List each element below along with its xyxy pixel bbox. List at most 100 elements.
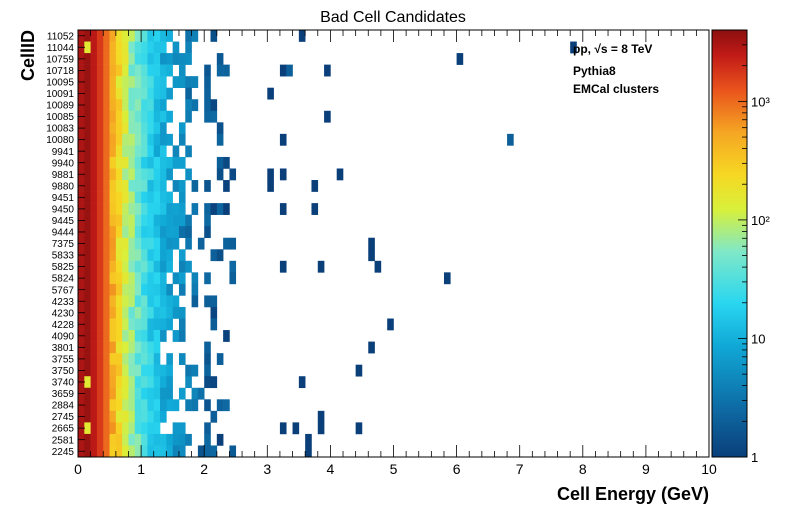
x-tick-label: 4	[327, 461, 335, 477]
heatmap-cell	[204, 87, 211, 100]
heatmap-cell	[153, 203, 161, 215]
heatmap-outlier-cell	[368, 237, 375, 250]
heatmap-cell	[122, 226, 129, 239]
heatmap-cell	[160, 180, 167, 192]
heatmap-cell	[122, 306, 129, 319]
heatmap-cell	[84, 353, 91, 365]
heatmap-cell	[185, 260, 192, 273]
heatmap-cell	[153, 110, 161, 123]
heatmap-cell	[90, 30, 98, 42]
heatmap-cell	[185, 364, 192, 377]
heatmap-cell	[172, 180, 180, 192]
heatmap-cell	[141, 387, 148, 400]
heatmap-cell	[153, 318, 161, 331]
heatmap-cell	[178, 353, 186, 365]
heatmap-cell	[160, 445, 167, 458]
heatmap-cell	[103, 376, 110, 389]
heatmap-cell	[178, 330, 186, 342]
chart-title: Bad Cell Candidates	[320, 9, 466, 26]
heatmap-cell	[109, 145, 117, 158]
y-tick-label: 2245	[52, 447, 75, 458]
heatmap-cell	[178, 64, 186, 77]
x-tick-label: 5	[390, 461, 398, 477]
y-axis-title: CellID	[18, 30, 38, 81]
y-tick-label: 5824	[52, 274, 75, 285]
heatmap-cell	[216, 399, 224, 412]
heatmap-cell	[115, 272, 123, 285]
heatmap-outlier-cell	[456, 53, 464, 65]
y-tick-label: 3750	[52, 366, 75, 377]
heatmap-cell	[204, 433, 211, 446]
heatmap-cell	[178, 226, 186, 239]
heatmap-cell	[96, 306, 104, 319]
heatmap-cell	[103, 260, 110, 273]
heatmap-cell	[160, 145, 167, 158]
heatmap-cell	[160, 53, 167, 65]
heatmap-cell	[84, 53, 91, 65]
heatmap-cell	[122, 99, 129, 112]
heatmap-cell	[128, 99, 136, 112]
heatmap-cell	[160, 295, 167, 308]
heatmap-cell	[166, 203, 173, 215]
heatmap-cell	[141, 318, 148, 331]
heatmap-cell	[84, 445, 91, 458]
heatmap-cell	[103, 422, 110, 435]
heatmap-cell	[84, 387, 91, 400]
heatmap-cell	[160, 237, 167, 250]
heatmap-outlier-cell	[311, 203, 319, 215]
heatmap-cell	[153, 445, 161, 458]
heatmap-cell	[185, 99, 192, 112]
heatmap-cell	[141, 214, 148, 227]
heatmap-cell	[134, 433, 142, 446]
heatmap-cell	[216, 353, 224, 365]
heatmap-cell	[134, 364, 142, 377]
heatmap-cell	[109, 237, 117, 250]
heatmap-cell	[128, 399, 136, 412]
y-tick-label: 10718	[46, 66, 74, 77]
heatmap-cell	[96, 318, 104, 331]
heatmap-cell	[90, 341, 98, 354]
heatmap-cell	[178, 260, 186, 273]
heatmap-cell	[229, 237, 237, 250]
heatmap-cell	[153, 364, 161, 377]
heatmap-cell	[103, 87, 110, 100]
heatmap-cell	[166, 110, 173, 123]
heatmap-cell	[147, 237, 155, 250]
heatmap-cell	[96, 145, 104, 158]
heatmap-cell	[90, 387, 98, 400]
heatmap-cell	[128, 145, 136, 158]
heatmap-cell	[103, 191, 110, 204]
heatmap-cell	[90, 260, 98, 273]
heatmap-cell	[191, 295, 199, 308]
heatmap-cell	[153, 41, 161, 54]
heatmap-cell	[160, 226, 167, 239]
heatmap-cell	[122, 30, 129, 42]
heatmap-cell	[153, 353, 161, 365]
heatmap-cell	[109, 191, 117, 204]
heatmap-cell	[223, 180, 230, 192]
heatmap-cell	[153, 191, 161, 204]
heatmap-cell	[191, 30, 199, 42]
heatmap-cell	[103, 214, 110, 227]
heatmap-outlier-cell	[368, 341, 375, 354]
heatmap-cell	[166, 87, 173, 100]
y-tick-label: 10759	[46, 54, 74, 65]
heatmap-cell	[84, 330, 91, 342]
heatmap-outlier-cell	[279, 422, 287, 435]
heatmap-cell	[160, 283, 167, 296]
heatmap-cell	[216, 133, 224, 146]
heatmap-cell	[122, 133, 129, 146]
heatmap-cell	[134, 180, 142, 192]
heatmap-cell	[141, 445, 148, 458]
heatmap-cell	[122, 422, 129, 435]
heatmap-cell	[172, 295, 180, 308]
heatmap-cell	[153, 226, 161, 239]
heatmap-cell	[84, 422, 91, 435]
heatmap-outlier-cell	[311, 180, 319, 192]
y-tick-label: 3659	[52, 389, 75, 400]
heatmap-cell	[166, 64, 173, 77]
heatmap-cell	[153, 168, 161, 181]
heatmap-cell	[84, 145, 91, 158]
heatmap-cell	[134, 249, 142, 262]
heatmap-cell	[115, 191, 123, 204]
